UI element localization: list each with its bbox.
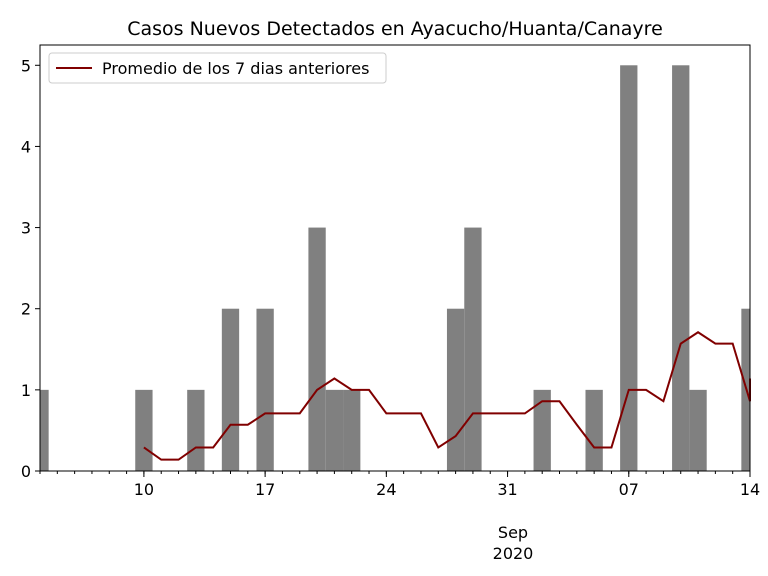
y-tick-label: 4 <box>21 137 31 156</box>
y-axis: 0 1 2 3 4 5 <box>21 56 40 481</box>
bar <box>464 227 482 471</box>
bar <box>446 308 465 471</box>
legend: Promedio de los 7 dias anteriores <box>48 52 387 84</box>
bar <box>533 389 551 471</box>
bar <box>689 389 707 471</box>
x-tick-label: 17 <box>255 480 275 499</box>
bar-series <box>40 65 750 472</box>
bar <box>135 389 153 471</box>
bar <box>187 389 205 471</box>
x-tick-label: 31 <box>497 480 517 499</box>
y-tick-label: 5 <box>21 56 31 75</box>
bar <box>620 65 638 472</box>
bar <box>325 389 344 471</box>
rolling-average-line <box>143 331 751 461</box>
bar <box>672 65 690 472</box>
bar <box>308 227 326 471</box>
x-tick-label: 07 <box>619 480 639 499</box>
plot-frame <box>39 44 751 472</box>
bar <box>40 389 49 471</box>
rolling-average-series <box>143 331 751 461</box>
y-tick-label: 2 <box>21 300 31 319</box>
x-tick-label: 14 <box>740 480 760 499</box>
bar <box>343 389 361 471</box>
x-axis: 10 17 24 31 07 14 <box>39 471 760 499</box>
legend-label: Promedio de los 7 dias anteriores <box>102 59 369 78</box>
legend-box <box>48 52 387 84</box>
bar <box>585 389 603 471</box>
y-tick-label: 0 <box>21 462 31 481</box>
x-year-label: 2020 <box>493 544 534 563</box>
x-tick-label: 24 <box>376 480 396 499</box>
chart-title: Casos Nuevos Detectados en Ayacucho/Huan… <box>127 18 663 40</box>
x-tick-label: 10 <box>134 480 154 499</box>
y-tick-label: 3 <box>21 219 31 238</box>
y-tick-label: 1 <box>21 381 31 400</box>
bar <box>221 308 240 471</box>
bar <box>256 308 274 471</box>
x-month-label: Sep <box>498 523 528 542</box>
